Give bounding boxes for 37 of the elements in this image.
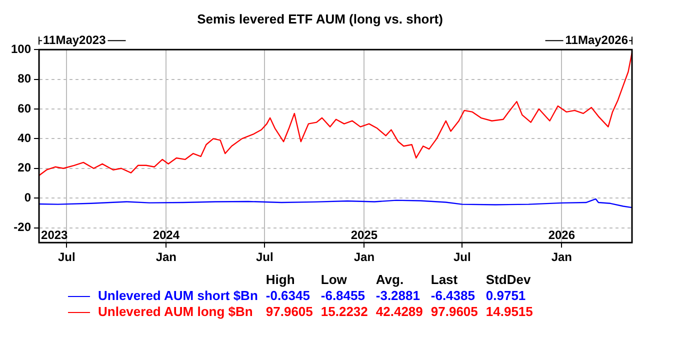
x2-tick-label: 2023 [41, 228, 68, 242]
x-tick-label: Jul [256, 250, 274, 264]
x-tick-label: Jan [551, 250, 572, 264]
y-tick-label: 0 [24, 190, 32, 204]
text: -6.4385 [430, 288, 476, 304]
x-tick-label: Jan [156, 250, 177, 264]
text: Avg. [376, 272, 405, 288]
text: 42.4289 [376, 304, 424, 320]
text: 0.9751 [486, 288, 527, 304]
y-tick-label: 100 [10, 42, 32, 56]
text: -6.8455 [320, 288, 366, 304]
text: -3.2881 [376, 288, 421, 304]
text: 15.2232 [320, 304, 369, 320]
x2-tick-label: 2024 [152, 228, 180, 242]
text: Last [430, 272, 459, 288]
text: Low [320, 272, 348, 288]
x-tick-label: Jul [58, 250, 76, 264]
y-tick-label: 20 [18, 160, 32, 175]
text: 11May2023 [43, 32, 106, 47]
x-tick-label: Jan [354, 250, 375, 264]
x-tick-label: Jul [453, 250, 471, 264]
y-tick-label: 40 [18, 130, 32, 145]
text: 97.9605 [266, 304, 314, 320]
text: 11May2026 [565, 32, 628, 47]
chart-title: Semis levered ETF AUM (long vs. short) [197, 11, 443, 26]
text: 14.9515 [486, 304, 534, 320]
text: 97.9605 [430, 304, 479, 320]
x2-tick-label: 2025 [350, 228, 378, 242]
legend-label: Unlevered AUM short $Bn [97, 288, 259, 304]
y-tick-label: 60 [18, 101, 32, 116]
legend-label: Unlevered AUM long $Bn [97, 304, 254, 320]
x2-tick-label: 2026 [548, 228, 576, 242]
text: High [266, 272, 296, 288]
y-tick-label: 80 [18, 72, 32, 86]
y-tick-label: -20 [14, 220, 32, 234]
text: StdDev [486, 272, 532, 288]
text: -0.6345 [266, 288, 311, 304]
